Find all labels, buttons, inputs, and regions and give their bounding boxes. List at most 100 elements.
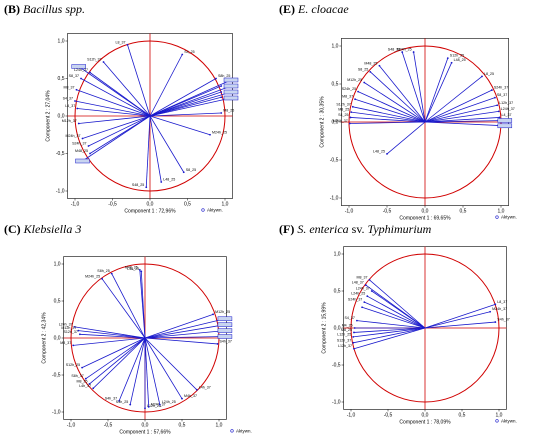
loading-label: S4h_37 (497, 318, 509, 322)
loading-label: S12h_37 (63, 330, 77, 334)
loading-vector (379, 65, 426, 123)
loading-point (361, 306, 363, 309)
label-box (75, 158, 90, 164)
loading-point (446, 57, 449, 60)
loading-vector (424, 89, 493, 123)
loading-vector (364, 301, 426, 329)
loading-label: M48_25 (364, 61, 377, 65)
x-axis-title: Component 1 : 78,09% (399, 419, 451, 425)
loading-label: L24h_37 (356, 287, 370, 291)
loading-label: L48_37 (352, 281, 364, 285)
loading-point (118, 400, 120, 402)
loading-vector (351, 111, 426, 123)
y-tick-label: 0,0 (54, 336, 61, 342)
loading-vector (82, 115, 151, 162)
loading-point (354, 98, 356, 101)
loading-label: L24h_37 (74, 68, 88, 72)
loading-label: S8h_37 (71, 374, 83, 378)
loading-label: M4h_37 (184, 394, 197, 398)
loading-label: M4_25 (342, 324, 353, 328)
loading-label: S4h_37 (105, 396, 117, 400)
y-axis-title: Component 2 : 27,04% (46, 90, 52, 142)
loading-point (353, 331, 355, 334)
x-tick-label: -1,0 (71, 202, 80, 208)
loading-label: M8_37 (64, 85, 75, 89)
label-box (217, 322, 233, 327)
loading-point (368, 279, 371, 281)
panel-variety: sv. (351, 222, 365, 236)
y-tick-label: 0,5 (334, 289, 341, 295)
loading-vector (356, 320, 426, 329)
panel-organism: E. cloacae (298, 2, 349, 16)
loading-vector (140, 271, 146, 339)
loading-vector (78, 115, 151, 124)
x-tick-label: 0,0 (142, 422, 149, 428)
loading-point (101, 277, 103, 280)
loading-point (215, 77, 217, 80)
loading-point (494, 321, 497, 323)
loading-label: M24h_25 (397, 48, 412, 52)
loading-vector (144, 318, 226, 339)
label-box (217, 328, 233, 333)
loading-label: S8_37 (69, 74, 79, 78)
loading-vector (353, 327, 426, 333)
loading-label: M8_25 (77, 379, 88, 383)
loading-point (366, 295, 369, 298)
x-tick-label: -0,5 (383, 209, 392, 215)
x-tick-label: 0,0 (422, 209, 429, 215)
loading-point (72, 344, 75, 347)
loading-vector (92, 337, 146, 389)
loading-vector (149, 85, 232, 117)
x-tick-label: -1,0 (347, 412, 356, 418)
loading-point (352, 335, 355, 338)
loading-vector (349, 121, 426, 124)
y-tick-label: -1,0 (52, 410, 61, 416)
loading-label: M24h_25 (85, 274, 100, 278)
loading-point (181, 53, 184, 56)
loading-point (481, 75, 483, 78)
loading-label: L4_37 (501, 113, 511, 117)
loading-vector (149, 78, 217, 117)
x-tick-label: 0,5 (179, 422, 186, 428)
loading-label: L24h_25 (351, 292, 365, 296)
loading-point (352, 341, 355, 344)
loading-point (74, 100, 76, 102)
loading-point (182, 171, 185, 174)
y-tick-label: -0,5 (332, 363, 341, 369)
loading-label: M8_37 (60, 341, 71, 345)
x-axis-title: Component 1 : 69,65% (399, 216, 451, 220)
loading-vector (149, 112, 222, 117)
y-axis-title: Component 2 : 42,34% (42, 312, 48, 364)
legend-label: Aktywn. (501, 215, 517, 220)
loading-label: S4_37 (63, 97, 73, 101)
x-tick-label: -1,0 (67, 422, 76, 428)
loading-point (92, 387, 95, 390)
loading-point (490, 89, 493, 91)
loading-point (378, 64, 381, 67)
loading-point (364, 284, 367, 286)
loading-label: M48_25 (125, 265, 138, 269)
legend-marker (201, 208, 205, 212)
loading-point (160, 181, 163, 183)
loading-point (138, 269, 141, 271)
loading-label: S24h_37 (348, 298, 362, 302)
loading-vector (149, 115, 162, 183)
loading-label: M12h_37 (62, 119, 77, 123)
loading-vector (424, 121, 505, 127)
loading-point (89, 71, 91, 74)
loading-label: L24h_37 (59, 322, 73, 326)
x-tick-label: 0,5 (459, 412, 466, 418)
loading-point (78, 333, 81, 336)
loading-vector (350, 117, 426, 123)
legend-marker (230, 429, 234, 433)
loading-vector (424, 321, 496, 329)
loading-point (412, 51, 415, 53)
loading-label: S12h_25 (66, 363, 80, 367)
loading-label: L48_25 (373, 149, 385, 153)
y-tick-label: -1,0 (330, 196, 339, 202)
loading-label: S4_37 (345, 316, 355, 320)
loading-vector (76, 89, 151, 117)
loading-point (195, 388, 198, 391)
loading-vector (144, 336, 225, 339)
y-tick-label: 1,0 (58, 39, 65, 45)
